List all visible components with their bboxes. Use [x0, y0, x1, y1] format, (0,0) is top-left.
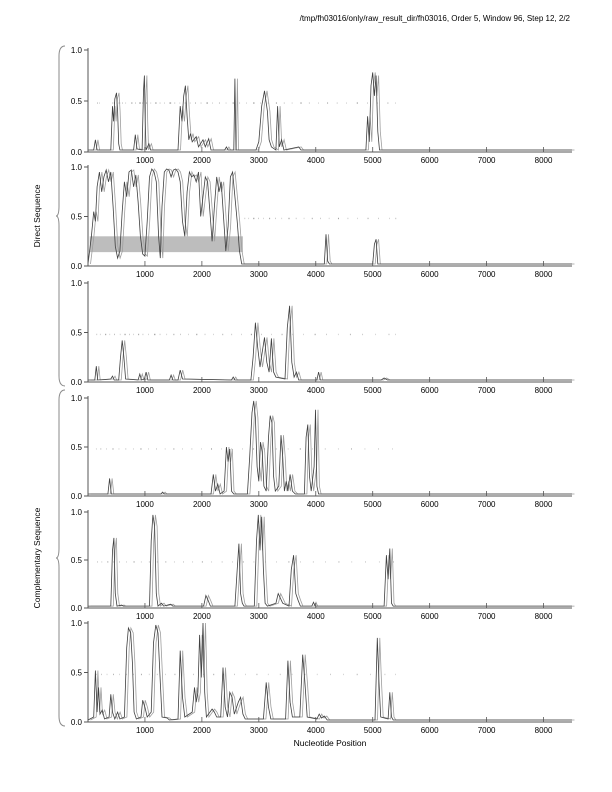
- x-tick-label: 3000: [250, 726, 268, 735]
- plot-title: /tmp/fh03016/only/raw_result_dir/fh03016…: [299, 14, 570, 23]
- trace-shadow: [90, 72, 575, 151]
- x-tick-label: 4000: [307, 156, 325, 165]
- trace-shadow: [90, 514, 575, 607]
- probability-trace: [88, 72, 572, 151]
- probability-trace: [87, 622, 572, 721]
- x-tick-label: 7000: [478, 612, 496, 621]
- trace-shadow: [90, 622, 575, 721]
- x-tick-label: 1000: [136, 386, 154, 395]
- x-tick-label: 5000: [364, 612, 382, 621]
- probability-trace: [88, 305, 572, 381]
- x-tick-label: 3000: [250, 500, 268, 509]
- y-tick-label: 0.5: [71, 556, 83, 565]
- y-tick-label: 0.0: [71, 378, 83, 387]
- x-tick-label: 8000: [535, 612, 553, 621]
- x-tick-label: 7000: [478, 270, 496, 279]
- x-tick-label: 2000: [193, 500, 211, 509]
- x-tick-label: 8000: [535, 156, 553, 165]
- panel-5: 1.0 0.5 0.0 1000 2000 3000 4000 5000 6000 7000 800…: [71, 508, 575, 621]
- panel-2: 1.0 0.5 0.0 1000 2000 3000 4000 5000 6000 7000 800…: [71, 163, 575, 279]
- x-tick-label: 6000: [421, 386, 439, 395]
- y-tick-label: 0.5: [71, 669, 83, 678]
- predicted-region-band: [89, 236, 243, 253]
- y-tick-label: 0.0: [71, 148, 83, 157]
- x-tick-label: 4000: [307, 270, 325, 279]
- y-tick-label: 1.0: [71, 394, 83, 403]
- x-tick-label: 8000: [535, 726, 553, 735]
- y-tick-label: 0.0: [71, 492, 83, 501]
- x-tick-label: 7000: [478, 156, 496, 165]
- x-tick-label: 8000: [535, 270, 553, 279]
- x-tick-label: 6000: [421, 156, 439, 165]
- x-tick-label: 5000: [364, 726, 382, 735]
- probability-trace: [87, 168, 572, 265]
- x-tick-label: 4000: [307, 500, 325, 509]
- x-axis-title: Nucleotide Position: [293, 738, 367, 748]
- x-tick-label: 3000: [250, 386, 268, 395]
- trace-shadow: [90, 400, 575, 495]
- y-tick-label: 1.0: [71, 46, 83, 55]
- x-tick-label: 1000: [136, 156, 154, 165]
- x-tick-label: 5000: [364, 270, 382, 279]
- x-tick-label: 2000: [193, 270, 211, 279]
- x-tick-label: 1000: [136, 500, 154, 509]
- x-tick-label: 6000: [421, 270, 439, 279]
- x-tick-label: 8000: [535, 386, 553, 395]
- trace-shadow: [90, 168, 575, 265]
- x-tick-label: 4000: [307, 612, 325, 621]
- x-tick-label: 2000: [193, 386, 211, 395]
- x-tick-label: 1000: [136, 612, 154, 621]
- x-tick-label: 5000: [364, 156, 382, 165]
- y-tick-label: 1.0: [71, 163, 83, 172]
- direct-group-brace: [55, 45, 66, 387]
- panel-3: 1.0 0.5 0.0 1000 2000 3000 4000 5000 6000 7000 800…: [71, 279, 575, 395]
- trace-shadow: [90, 305, 575, 381]
- x-tick-label: 3000: [250, 270, 268, 279]
- y-tick-label: 0.0: [71, 262, 83, 271]
- x-tick-label: 7000: [478, 500, 496, 509]
- y-tick-label: 0.5: [71, 97, 83, 106]
- probability-trace: [88, 400, 572, 495]
- x-tick-label: 5000: [364, 500, 382, 509]
- complementary-group-brace: [55, 389, 66, 727]
- x-tick-label: 1000: [136, 726, 154, 735]
- y-tick-label: 0.0: [71, 718, 83, 727]
- x-tick-label: 1000: [136, 270, 154, 279]
- y-tick-label: 0.5: [71, 329, 83, 338]
- y-tick-label: 1.0: [71, 619, 83, 628]
- y-tick-label: 0.5: [71, 213, 83, 222]
- panel-4: 1.0 0.5 0.0 1000 2000 3000 4000 5000 6000 7000 800…: [71, 394, 575, 509]
- x-tick-label: 8000: [535, 500, 553, 509]
- x-tick-label: 3000: [250, 156, 268, 165]
- x-tick-label: 7000: [478, 726, 496, 735]
- y-tick-label: 1.0: [71, 279, 83, 288]
- x-tick-label: 6000: [421, 726, 439, 735]
- x-tick-label: 4000: [307, 386, 325, 395]
- panel-6: 1.0 0.5 0.0 1000 2000 3000 4000 5000 6000 7000 800…: [71, 619, 575, 735]
- x-tick-label: 6000: [421, 500, 439, 509]
- x-tick-label: 6000: [421, 612, 439, 621]
- y-tick-label: 1.0: [71, 508, 83, 517]
- x-tick-label: 2000: [193, 726, 211, 735]
- probability-trace: [88, 514, 572, 607]
- panel-1: 1.0 0.5 0.0 1000 2000 3000 4000 5000 6000 7000 800…: [71, 46, 575, 165]
- x-tick-label: 4000: [307, 726, 325, 735]
- y-tick-label: 0.5: [71, 443, 83, 452]
- x-tick-label: 5000: [364, 386, 382, 395]
- y-tick-label: 0.0: [71, 604, 83, 613]
- x-tick-label: 3000: [250, 612, 268, 621]
- x-tick-label: 2000: [193, 612, 211, 621]
- x-tick-label: 7000: [478, 386, 496, 395]
- x-tick-label: 2000: [193, 156, 211, 165]
